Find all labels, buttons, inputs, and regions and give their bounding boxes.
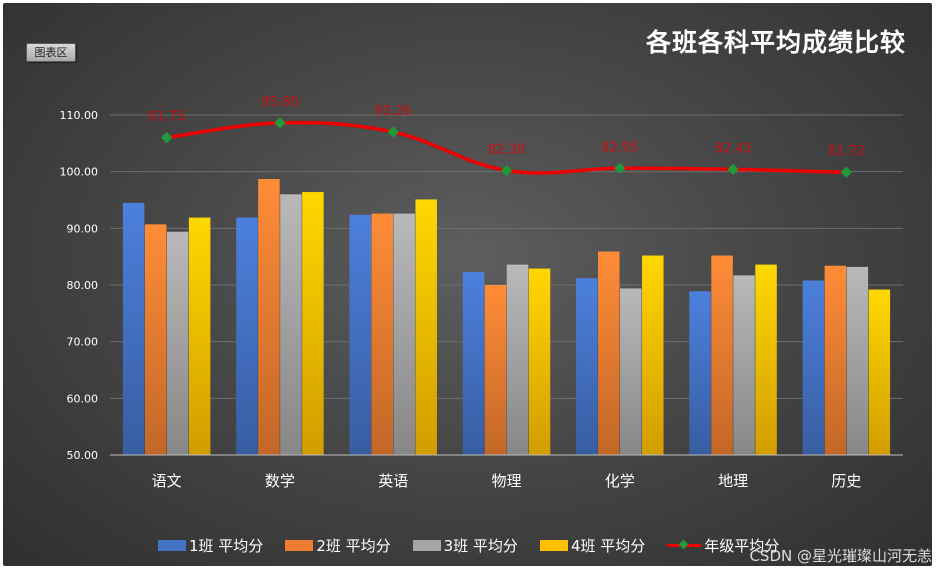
x-tick-label: 历史 xyxy=(831,472,861,490)
legend-swatch-class3 xyxy=(412,539,441,551)
bar-3班平均分-化学 xyxy=(620,288,642,455)
grade-average-line xyxy=(160,117,853,178)
bar-2班平均分-语文 xyxy=(144,224,167,455)
x-tick-label: 地理 xyxy=(718,472,748,490)
grade-average-marker-语文 xyxy=(160,132,173,144)
data-label-语文: 91.75 xyxy=(148,110,185,125)
y-tick-label: 90.00 xyxy=(67,222,99,235)
chart-title: 各班各科平均成绩比较 xyxy=(645,28,906,57)
bar-3班平均分-数学 xyxy=(280,194,302,456)
bar-4班平均分-数学 xyxy=(302,192,324,456)
legend-label-grade-average: 年级平均分 xyxy=(704,536,780,555)
legend-swatch-class2 xyxy=(285,539,314,551)
bar-4班平均分-地理 xyxy=(755,264,777,455)
grade-average-marker-英语 xyxy=(387,126,399,138)
data-label-数学: 95.80 xyxy=(261,95,298,110)
y-axis: 50.00 60.00 70.00 80.00 90.00 100.00 110.00 xyxy=(60,109,99,462)
x-tick-label: 物理 xyxy=(491,472,521,490)
bar-1班平均分-化学 xyxy=(576,278,598,455)
legend-item-grade-average[interactable]: 年级平均分 xyxy=(667,535,779,556)
x-tick-label: 化学 xyxy=(605,472,635,490)
data-label-物理: 82.30 xyxy=(488,143,525,158)
watermark: CSDN @星光璀璨山河无恙 xyxy=(749,547,932,565)
bar-1班平均分-语文 xyxy=(122,202,145,455)
legend-label-class1: 1班 平均分 xyxy=(189,536,264,555)
bar-1班平均分-地理 xyxy=(689,291,711,455)
bar-4班平均分-语文 xyxy=(188,217,211,455)
legend-item-class3[interactable]: 3班 平均分 xyxy=(412,535,518,556)
grade-average-marker-化学 xyxy=(614,162,626,174)
data-label-英语: 93.26 xyxy=(375,104,412,119)
bar-4班平均分-化学 xyxy=(642,255,664,455)
bar-2班平均分-地理 xyxy=(711,255,733,455)
bar-1班平均分-英语 xyxy=(349,214,371,455)
bar-2班平均分-化学 xyxy=(598,251,620,455)
y-tick-label: 100.00 xyxy=(60,166,99,179)
chart-area-tag[interactable]: 图表区 xyxy=(26,43,76,62)
bar-2班平均分-数学 xyxy=(258,179,280,456)
bar-3班平均分-语文 xyxy=(166,231,189,455)
data-label-化学: 82.95 xyxy=(601,140,638,155)
grade-average-marker-历史 xyxy=(840,166,853,178)
legend-swatch-class1 xyxy=(158,539,186,551)
y-tick-label: 110.00 xyxy=(60,109,99,122)
bar-3班平均分-英语 xyxy=(393,213,415,455)
legend-label-class2: 2班 平均分 xyxy=(316,536,391,555)
data-label-地理: 82.43 xyxy=(714,141,751,156)
y-tick-label: 50.00 xyxy=(67,449,99,462)
x-axis-labels: 语文 数学 英语 物理 化学 地理 历史 xyxy=(152,472,862,490)
bar-3班平均分-地理 xyxy=(733,275,755,455)
data-label-历史: 81.72 xyxy=(828,144,865,159)
legend-line-marker-icon xyxy=(667,540,702,551)
x-tick-label: 数学 xyxy=(265,472,295,490)
bar-4班平均分-英语 xyxy=(415,199,437,455)
x-tick-label: 语文 xyxy=(152,472,182,490)
bars xyxy=(122,179,891,456)
y-tick-label: 60.00 xyxy=(67,392,99,405)
grade-average-marker-数学 xyxy=(274,117,286,129)
bar-2班平均分-物理 xyxy=(484,285,507,455)
bar-3班平均分-物理 xyxy=(506,264,529,455)
data-labels: 91.75 95.80 93.26 82.30 82.95 82.43 81.72 xyxy=(148,95,865,159)
legend-item-class4[interactable]: 4班 平均分 xyxy=(539,535,646,556)
bar-1班平均分-物理 xyxy=(462,271,485,455)
bar-3班平均分-历史 xyxy=(846,266,869,455)
legend-label-class4: 4班 平均分 xyxy=(570,536,646,555)
bar-4班平均分-物理 xyxy=(528,268,551,455)
y-tick-label: 80.00 xyxy=(67,279,99,292)
bar-2班平均分-历史 xyxy=(824,265,847,455)
grade-average-marker-物理 xyxy=(500,164,513,177)
y-tick-label: 70.00 xyxy=(67,336,99,349)
legend: 1班 平均分 2班 平均分 3班 平均分 4班 平均分 年级平均分 xyxy=(158,535,779,555)
bar-2班平均分-英语 xyxy=(371,213,393,455)
plot-area: 50.00 60.00 70.00 80.00 90.00 100.00 110.00 语文… xyxy=(60,95,903,490)
grade-average-marker-地理 xyxy=(727,163,739,176)
legend-item-class1[interactable]: 1班 平均分 xyxy=(158,535,263,556)
bar-1班平均分-历史 xyxy=(802,280,825,455)
chart-area: 50.00 60.00 70.00 80.00 90.00 100.00 110.00 语文… xyxy=(3,3,932,566)
bar-1班平均分-数学 xyxy=(236,217,258,455)
legend-item-class2[interactable]: 2班 平均分 xyxy=(285,535,391,556)
legend-swatch-class4 xyxy=(539,539,568,551)
legend-label-class3: 3班 平均分 xyxy=(443,536,518,555)
x-tick-label: 英语 xyxy=(378,472,408,490)
bar-4班平均分-历史 xyxy=(868,289,891,455)
